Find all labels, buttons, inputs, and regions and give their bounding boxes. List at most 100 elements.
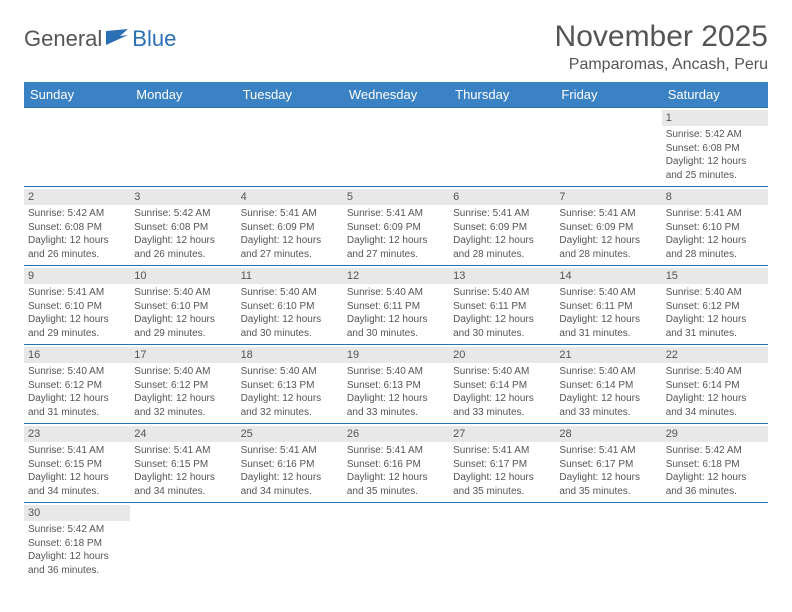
- weekday-header: Friday: [555, 82, 661, 108]
- calendar-cell: [130, 503, 236, 582]
- calendar-body: 1 Sunrise: 5:42 AMSunset: 6:08 PMDaylight…: [24, 108, 768, 582]
- header: General Blue November 2025 Pamparomas, A…: [24, 20, 768, 74]
- day-detail: Sunrise: 5:40 AMSunset: 6:14 PMDaylight:…: [666, 365, 764, 419]
- calendar-cell: 10 Sunrise: 5:40 AMSunset: 6:10 PMDayligh…: [130, 266, 236, 345]
- day-detail: Sunrise: 5:41 AMSunset: 6:15 PMDaylight:…: [28, 444, 126, 498]
- day-number: 22: [662, 347, 768, 363]
- day-detail: Sunrise: 5:40 AMSunset: 6:10 PMDaylight:…: [241, 286, 339, 340]
- calendar-cell: 29 Sunrise: 5:42 AMSunset: 6:18 PMDayligh…: [662, 424, 768, 503]
- day-number: 27: [449, 426, 555, 442]
- day-detail: Sunrise: 5:41 AMSunset: 6:16 PMDaylight:…: [347, 444, 445, 498]
- day-number: 8: [662, 189, 768, 205]
- day-detail: Sunrise: 5:42 AMSunset: 6:18 PMDaylight:…: [28, 523, 126, 577]
- calendar-cell: 11 Sunrise: 5:40 AMSunset: 6:10 PMDayligh…: [237, 266, 343, 345]
- weekday-header: Thursday: [449, 82, 555, 108]
- weekday-header: Sunday: [24, 82, 130, 108]
- day-detail: Sunrise: 5:41 AMSunset: 6:10 PMDaylight:…: [666, 207, 764, 261]
- calendar-cell: 30 Sunrise: 5:42 AMSunset: 6:18 PMDayligh…: [24, 503, 130, 582]
- day-detail: Sunrise: 5:42 AMSunset: 6:18 PMDaylight:…: [666, 444, 764, 498]
- day-detail: Sunrise: 5:42 AMSunset: 6:08 PMDaylight:…: [28, 207, 126, 261]
- day-number: 28: [555, 426, 661, 442]
- calendar-cell: [449, 503, 555, 582]
- day-number: 29: [662, 426, 768, 442]
- day-detail: Sunrise: 5:40 AMSunset: 6:14 PMDaylight:…: [453, 365, 551, 419]
- day-number: 9: [24, 268, 130, 284]
- calendar-cell: 20Sunrise: 5:40 AMSunset: 6:14 PMDayligh…: [449, 345, 555, 424]
- calendar-cell: 4 Sunrise: 5:41 AMSunset: 6:09 PMDaylight…: [237, 187, 343, 266]
- day-detail: Sunrise: 5:41 AMSunset: 6:16 PMDaylight:…: [241, 444, 339, 498]
- day-number: 14: [555, 268, 661, 284]
- day-number: 12: [343, 268, 449, 284]
- calendar-table: SundayMondayTuesdayWednesdayThursdayFrid…: [24, 82, 768, 581]
- calendar-cell: 15 Sunrise: 5:40 AMSunset: 6:12 PMDayligh…: [662, 266, 768, 345]
- calendar-cell: 6Sunrise: 5:41 AMSunset: 6:09 PMDaylight…: [449, 187, 555, 266]
- day-number: 15: [662, 268, 768, 284]
- day-number: 7: [555, 189, 661, 205]
- day-number: 19: [343, 347, 449, 363]
- calendar-cell: 22 Sunrise: 5:40 AMSunset: 6:14 PMDayligh…: [662, 345, 768, 424]
- brand-logo: General Blue: [24, 20, 176, 52]
- calendar-row: 16 Sunrise: 5:40 AMSunset: 6:12 PMDayligh…: [24, 345, 768, 424]
- day-detail: Sunrise: 5:40 AMSunset: 6:13 PMDaylight:…: [347, 365, 445, 419]
- calendar-cell: 19 Sunrise: 5:40 AMSunset: 6:13 PMDayligh…: [343, 345, 449, 424]
- calendar-row: 30 Sunrise: 5:42 AMSunset: 6:18 PMDayligh…: [24, 503, 768, 582]
- day-number: 2: [24, 189, 130, 205]
- weekday-header: Tuesday: [237, 82, 343, 108]
- day-number: 4: [237, 189, 343, 205]
- calendar-cell: [343, 503, 449, 582]
- day-number: 1: [662, 110, 768, 126]
- calendar-cell: 9 Sunrise: 5:41 AMSunset: 6:10 PMDaylight…: [24, 266, 130, 345]
- day-detail: Sunrise: 5:40 AMSunset: 6:14 PMDaylight:…: [559, 365, 657, 419]
- weekday-header: Monday: [130, 82, 236, 108]
- calendar-cell: [237, 108, 343, 187]
- day-number: 18: [237, 347, 343, 363]
- calendar-cell: 28 Sunrise: 5:41 AMSunset: 6:17 PMDayligh…: [555, 424, 661, 503]
- day-number: 3: [130, 189, 236, 205]
- day-number: 25: [237, 426, 343, 442]
- day-detail: Sunrise: 5:41 AMSunset: 6:17 PMDaylight:…: [559, 444, 657, 498]
- calendar-cell: 23 Sunrise: 5:41 AMSunset: 6:15 PMDayligh…: [24, 424, 130, 503]
- title-block: November 2025 Pamparomas, Ancash, Peru: [555, 20, 768, 74]
- day-detail: Sunrise: 5:41 AMSunset: 6:09 PMDaylight:…: [241, 207, 339, 261]
- brand-text-blue: Blue: [132, 26, 176, 52]
- day-detail: Sunrise: 5:40 AMSunset: 6:10 PMDaylight:…: [134, 286, 232, 340]
- day-number: 16: [24, 347, 130, 363]
- day-number: 26: [343, 426, 449, 442]
- calendar-row: 1Sunrise: 5:42 AMSunset: 6:08 PMDaylight…: [24, 108, 768, 187]
- day-detail: Sunrise: 5:41 AMSunset: 6:10 PMDaylight:…: [28, 286, 126, 340]
- calendar-cell: [449, 108, 555, 187]
- day-detail: Sunrise: 5:40 AMSunset: 6:12 PMDaylight:…: [28, 365, 126, 419]
- day-number: 10: [130, 268, 236, 284]
- calendar-cell: [662, 503, 768, 582]
- weekday-header-row: SundayMondayTuesdayWednesdayThursdayFrid…: [24, 82, 768, 108]
- calendar-cell: 26 Sunrise: 5:41 AMSunset: 6:16 PMDayligh…: [343, 424, 449, 503]
- flag-icon: [106, 29, 130, 47]
- calendar-cell: 21 Sunrise: 5:40 AMSunset: 6:14 PMDayligh…: [555, 345, 661, 424]
- calendar-cell: 16 Sunrise: 5:40 AMSunset: 6:12 PMDayligh…: [24, 345, 130, 424]
- brand-text-general: General: [24, 26, 102, 52]
- day-detail: Sunrise: 5:40 AMSunset: 6:13 PMDaylight:…: [241, 365, 339, 419]
- calendar-cell: 18 Sunrise: 5:40 AMSunset: 6:13 PMDayligh…: [237, 345, 343, 424]
- day-detail: Sunrise: 5:40 AMSunset: 6:12 PMDaylight:…: [666, 286, 764, 340]
- day-detail: Sunrise: 5:41 AMSunset: 6:15 PMDaylight:…: [134, 444, 232, 498]
- day-detail: Sunrise: 5:40 AMSunset: 6:11 PMDaylight:…: [559, 286, 657, 340]
- calendar-cell: 5Sunrise: 5:41 AMSunset: 6:09 PMDaylight…: [343, 187, 449, 266]
- calendar-cell: 8 Sunrise: 5:41 AMSunset: 6:10 PMDaylight…: [662, 187, 768, 266]
- calendar-cell: [237, 503, 343, 582]
- day-detail: Sunrise: 5:40 AMSunset: 6:11 PMDaylight:…: [453, 286, 551, 340]
- day-number: 11: [237, 268, 343, 284]
- weekday-header: Saturday: [662, 82, 768, 108]
- day-number: 13: [449, 268, 555, 284]
- day-number: 21: [555, 347, 661, 363]
- calendar-cell: 24Sunrise: 5:41 AMSunset: 6:15 PMDayligh…: [130, 424, 236, 503]
- day-number: 23: [24, 426, 130, 442]
- calendar-cell: 27Sunrise: 5:41 AMSunset: 6:17 PMDayligh…: [449, 424, 555, 503]
- day-number: 17: [130, 347, 236, 363]
- calendar-cell: [555, 503, 661, 582]
- calendar-cell: [24, 108, 130, 187]
- calendar-cell: 13 Sunrise: 5:40 AMSunset: 6:11 PMDayligh…: [449, 266, 555, 345]
- day-number: 6: [449, 189, 555, 205]
- calendar-cell: 3Sunrise: 5:42 AMSunset: 6:08 PMDaylight…: [130, 187, 236, 266]
- calendar-cell: 1Sunrise: 5:42 AMSunset: 6:08 PMDaylight…: [662, 108, 768, 187]
- day-number: 30: [24, 505, 130, 521]
